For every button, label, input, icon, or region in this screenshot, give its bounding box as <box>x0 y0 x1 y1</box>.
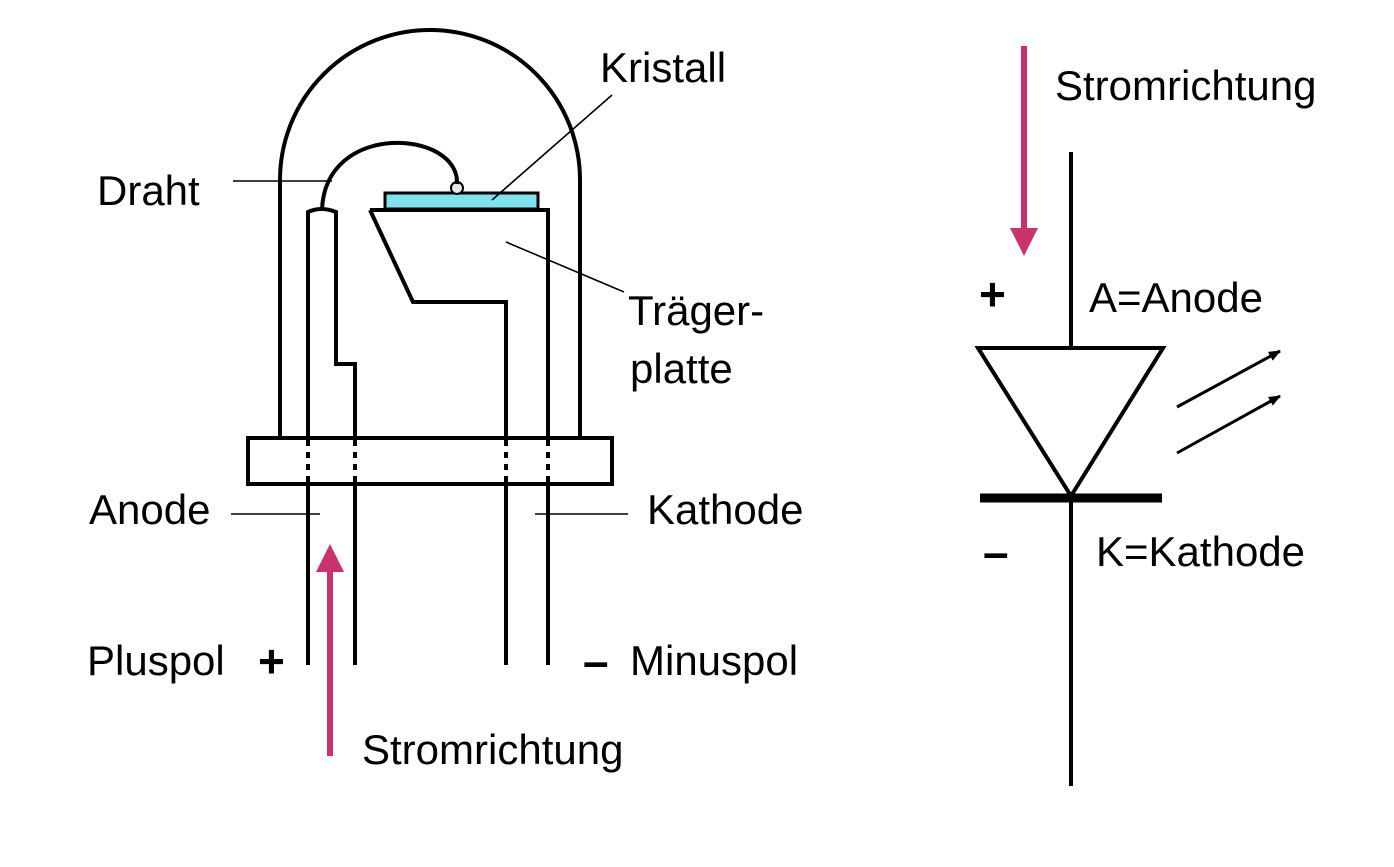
label-traeger-line1: Träger- <box>628 287 764 334</box>
leader-kristall <box>491 94 613 201</box>
plus-sign-left: + <box>258 635 285 687</box>
diode-triangle <box>974 346 1167 500</box>
plus-sign-right: + <box>979 268 1006 320</box>
crystal-chip <box>383 191 540 211</box>
label-traeger-line2: platte <box>630 345 733 392</box>
label-stromrichtung-right: Stromrichtung <box>1055 62 1316 109</box>
label-stromrichtung-left: Stromrichtung <box>362 726 623 773</box>
label-k-kathode: K=Kathode <box>1096 528 1305 575</box>
label-a-anode: A=Anode <box>1089 274 1263 321</box>
minus-sign-right: – <box>983 526 1009 578</box>
label-kathode: Kathode <box>647 486 803 533</box>
anode-post <box>306 207 357 438</box>
leader-traeger <box>505 241 625 293</box>
carrier-plate <box>368 208 550 438</box>
label-draht: Draht <box>97 167 200 214</box>
current-arrow-right <box>1010 46 1038 256</box>
led-circuit-symbol: Stromrichtung + A=Anode – K=Kathode <box>974 46 1316 786</box>
label-kristall: Kristall <box>600 44 726 91</box>
minus-sign-left: – <box>583 635 609 687</box>
led-cross-section: Kristall Draht Träger- platte Anode Kath… <box>87 28 803 773</box>
label-anode: Anode <box>89 486 210 533</box>
label-minuspol: Minuspol <box>630 637 798 684</box>
light-emission-arrow-1 <box>1176 349 1281 409</box>
current-arrow-left <box>316 544 344 756</box>
led-base-rim <box>246 436 614 486</box>
led-dome <box>278 28 582 440</box>
label-pluspol: Pluspol <box>87 637 225 684</box>
light-emission-arrow-2 <box>1176 394 1281 455</box>
